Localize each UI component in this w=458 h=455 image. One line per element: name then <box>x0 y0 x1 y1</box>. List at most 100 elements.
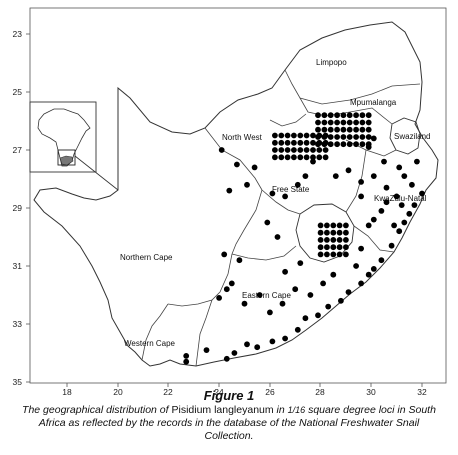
record-marker <box>292 286 299 293</box>
record-marker <box>325 303 332 310</box>
record-marker <box>278 147 285 153</box>
record-marker <box>370 173 377 180</box>
record-marker <box>327 141 334 148</box>
record-marker <box>346 112 353 119</box>
label-northern-cape: Northern Cape <box>120 253 173 262</box>
x-tick-label: 30 <box>366 387 376 395</box>
record-marker <box>234 161 240 168</box>
record-marker <box>330 271 337 278</box>
record-marker <box>307 292 314 298</box>
record-marker <box>269 338 276 345</box>
figure-caption: Figure 1 The geographical distribution o… <box>0 388 458 443</box>
x-tick-label: 26 <box>265 387 275 395</box>
y-tick-label: 33 <box>13 319 23 329</box>
record-marker <box>303 147 310 153</box>
record-marker <box>317 237 324 243</box>
record-marker <box>365 222 372 229</box>
label-mpumalanga: Mpumalanga <box>350 98 397 107</box>
record-marker <box>370 216 377 223</box>
record-marker <box>244 341 250 348</box>
record-marker <box>334 134 340 140</box>
record-marker <box>310 154 316 161</box>
record-marker <box>291 132 297 139</box>
record-marker <box>334 126 340 133</box>
caption-after: square degree loci in South Africa as re… <box>38 404 436 442</box>
record-marker <box>365 126 372 133</box>
record-marker <box>378 257 385 264</box>
record-marker <box>267 309 273 316</box>
record-marker <box>358 179 364 185</box>
record-marker <box>365 141 372 148</box>
record-marker <box>334 141 340 148</box>
record-marker <box>383 199 390 206</box>
record-marker <box>274 234 281 240</box>
caption-middle: in <box>273 404 288 416</box>
caption-before: The geographical distribution of <box>22 404 172 416</box>
record-marker <box>330 251 337 258</box>
record-marker <box>411 202 418 209</box>
record-marker <box>401 219 408 226</box>
record-marker <box>315 141 321 148</box>
record-marker <box>315 312 321 319</box>
caption-species: Pisidium langleyanum <box>171 404 274 416</box>
record-marker <box>317 244 324 251</box>
record-marker <box>327 134 334 140</box>
record-marker <box>321 134 328 140</box>
record-marker <box>336 244 343 251</box>
swaziland-border <box>389 117 421 155</box>
y-tick-label: 31 <box>13 261 23 271</box>
record-marker <box>359 134 366 140</box>
record-marker <box>365 112 372 119</box>
record-marker <box>336 229 343 236</box>
record-marker <box>297 147 304 153</box>
record-marker <box>291 147 297 153</box>
record-marker <box>346 134 353 140</box>
record-marker <box>320 280 326 287</box>
record-marker <box>244 181 250 188</box>
record-marker <box>332 173 339 180</box>
record-marker <box>291 154 297 161</box>
record-marker <box>294 326 301 333</box>
record-marker <box>340 126 347 133</box>
record-marker <box>310 132 316 139</box>
y-tick-label: 29 <box>13 203 23 213</box>
record-marker <box>409 181 415 188</box>
x-tick-label: 18 <box>62 387 72 395</box>
label-swaziland: Swaziland <box>394 132 430 141</box>
record-markers <box>183 112 425 365</box>
record-marker <box>272 154 278 161</box>
record-marker <box>272 147 278 153</box>
record-marker <box>282 335 288 342</box>
record-marker <box>327 119 334 126</box>
record-marker <box>396 228 403 235</box>
record-marker <box>316 147 323 153</box>
record-marker <box>279 300 286 307</box>
record-marker <box>406 210 413 217</box>
record-marker <box>353 119 359 126</box>
record-marker <box>336 251 343 258</box>
record-marker <box>291 139 297 146</box>
record-marker <box>322 154 329 161</box>
record-marker <box>228 280 235 287</box>
record-marker <box>324 251 330 258</box>
record-marker <box>345 289 352 295</box>
record-marker <box>297 154 304 161</box>
record-marker <box>226 187 233 194</box>
label-free-state: Free State <box>272 185 310 194</box>
record-marker <box>346 119 353 126</box>
record-marker <box>334 119 340 126</box>
record-marker <box>321 112 328 119</box>
record-marker <box>297 260 304 266</box>
record-marker <box>365 119 372 126</box>
record-marker <box>317 251 324 258</box>
record-marker <box>294 181 301 188</box>
record-marker <box>336 222 343 229</box>
record-marker <box>302 173 309 180</box>
record-marker <box>334 112 340 119</box>
record-marker <box>183 353 190 359</box>
record-marker <box>321 141 328 148</box>
record-marker <box>297 132 304 139</box>
record-marker <box>391 222 397 229</box>
record-marker <box>414 158 420 165</box>
